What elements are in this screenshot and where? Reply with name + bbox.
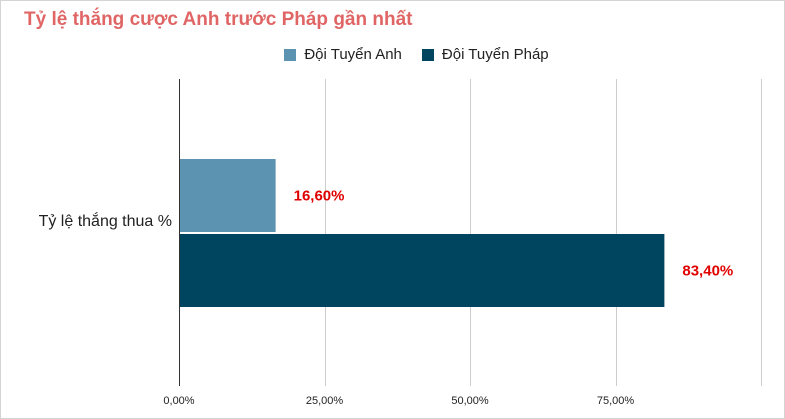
- legend-item-phap[interactable]: Đội Tuyển Pháp: [421, 46, 549, 63]
- x-tick-label: 25,00%: [306, 395, 344, 407]
- legend-swatch-anh: [284, 48, 297, 61]
- legend-label-anh: Đội Tuyển Anh: [304, 46, 402, 63]
- chart-title: Tỷ lệ thắng cược Anh trước Pháp gần nhất: [24, 9, 413, 30]
- data-label-phap: 83,40%: [682, 263, 733, 280]
- legend-item-anh[interactable]: Đội Tuyển Anh: [284, 46, 402, 63]
- legend-swatch-phap: [421, 48, 434, 61]
- data-label-anh: 16,60%: [294, 188, 345, 205]
- legend-label-phap: Đội Tuyển Pháp: [441, 46, 549, 63]
- category-label: Tỷ lệ thắng thua %: [38, 213, 172, 230]
- x-tick-label: 75,00%: [597, 395, 635, 407]
- x-tick-label: 50,00%: [451, 395, 489, 407]
- bar-anh: [179, 159, 276, 232]
- bar-phap: [179, 234, 665, 307]
- legend: Đội Tuyển Anh Đội Tuyển Pháp: [0, 46, 785, 63]
- x-tick-label: 0,00%: [163, 395, 194, 407]
